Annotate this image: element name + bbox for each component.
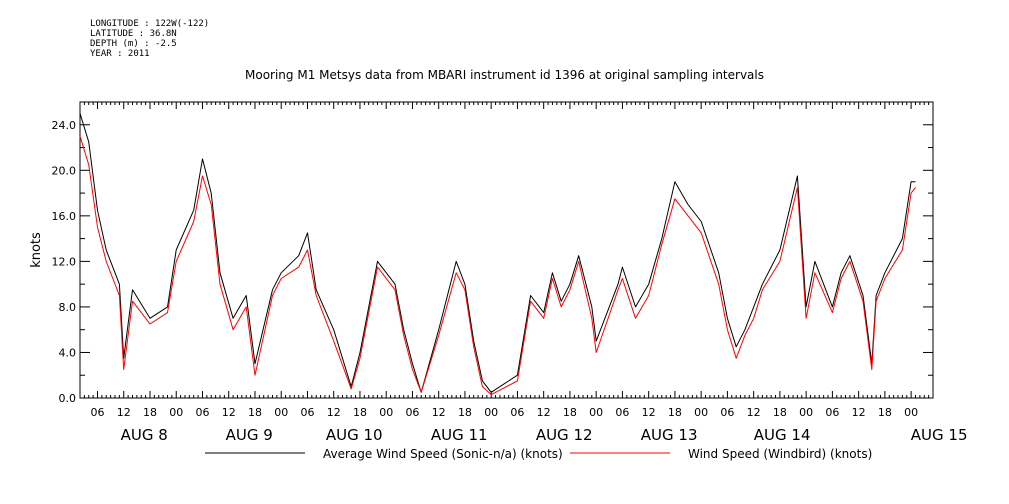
x-tick-label: 06 <box>720 406 734 419</box>
x-tick-label: 12 <box>432 406 446 419</box>
x-tick-label: 12 <box>117 406 131 419</box>
legend-label-sonic: Average Wind Speed (Sonic-n/a) (knots) <box>323 447 563 461</box>
y-axis-label: knots <box>29 232 44 268</box>
x-tick-label: 12 <box>222 406 236 419</box>
x-tick-label: 18 <box>668 406 682 419</box>
x-tick-label: 06 <box>300 406 314 419</box>
x-tick-label: 00 <box>694 406 708 419</box>
y-tick-label: 24.0 <box>52 119 77 132</box>
day-label: AUG 9 <box>226 426 273 444</box>
day-label: AUG 10 <box>326 426 383 444</box>
x-tick-label: 06 <box>825 406 839 419</box>
legend-label-windbird: Wind Speed (Windbird) (knots) <box>688 447 872 461</box>
x-tick-label: 06 <box>615 406 629 419</box>
x-tick-label: 18 <box>353 406 367 419</box>
y-tick-label: 4.0 <box>59 346 77 359</box>
chart-title: Mooring M1 Metsys data from MBARI instru… <box>245 68 764 82</box>
x-tick-label: 00 <box>274 406 288 419</box>
y-tick-label: 16.0 <box>52 210 77 223</box>
x-tick-label: 12 <box>327 406 341 419</box>
series-line-sonic <box>79 113 916 393</box>
x-tick-label: 18 <box>563 406 577 419</box>
x-tick-label: 06 <box>195 406 209 419</box>
x-tick-label: 00 <box>484 406 498 419</box>
series-line-windbird <box>79 136 916 396</box>
day-label: AUG 13 <box>641 426 698 444</box>
y-tick-label: 20.0 <box>52 164 77 177</box>
meta-year: YEAR : 2011 <box>90 49 150 59</box>
day-label: AUG 14 <box>754 426 811 444</box>
meta-latitude: LATITUDE : 36.8N <box>90 29 177 39</box>
x-tick-label: 00 <box>169 406 183 419</box>
x-tick-label: 00 <box>904 406 918 419</box>
x-tick-label: 00 <box>379 406 393 419</box>
x-tick-label: 18 <box>878 406 892 419</box>
x-tick-label: 18 <box>458 406 472 419</box>
x-tick-label: 18 <box>248 406 262 419</box>
y-tick-label: 0.0 <box>59 392 77 405</box>
x-tick-label: 12 <box>537 406 551 419</box>
plot-frame <box>79 101 934 399</box>
x-tick-label: 12 <box>747 406 761 419</box>
meta-longitude: LONGITUDE : 122W(-122) <box>90 19 210 29</box>
x-tick-label: 06 <box>90 406 104 419</box>
x-tick-label: 06 <box>510 406 524 419</box>
day-label: AUG 11 <box>431 426 488 444</box>
x-tick-label: 18 <box>773 406 787 419</box>
y-tick-label: 8.0 <box>59 301 77 314</box>
day-label: AUG 8 <box>121 426 168 444</box>
day-label: AUG 15 <box>911 426 968 444</box>
meta-depth: DEPTH (m) : -2.5 <box>90 39 177 49</box>
x-tick-label: 00 <box>589 406 603 419</box>
metadata-block: LONGITUDE : 122W(-122) LATITUDE : 36.8N … <box>90 19 209 59</box>
x-tick-label: 06 <box>405 406 419 419</box>
x-tick-label: 00 <box>799 406 813 419</box>
day-label: AUG 12 <box>536 426 593 444</box>
y-tick-label: 12.0 <box>52 255 77 268</box>
x-tick-label: 18 <box>143 406 157 419</box>
x-tick-label: 12 <box>852 406 866 419</box>
x-tick-label: 12 <box>642 406 656 419</box>
